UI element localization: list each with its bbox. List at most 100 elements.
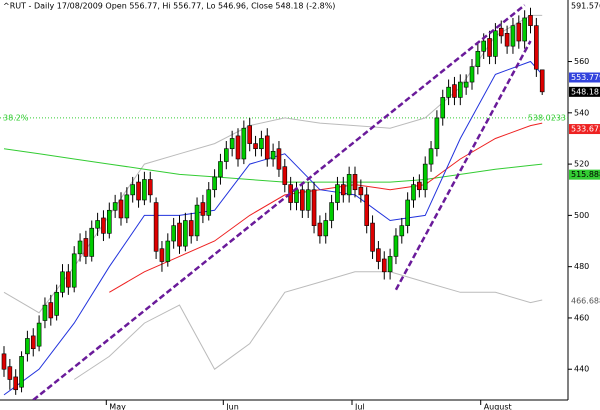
candle-body [487, 38, 492, 57]
price-label-box [569, 72, 600, 83]
candle-body [200, 202, 206, 216]
trendline [394, 40, 532, 291]
x-tick-label: May [109, 403, 126, 410]
y-tick-label: 440 [574, 365, 589, 374]
candle-body [206, 189, 212, 216]
candle-body [352, 174, 358, 191]
candle-body [112, 202, 118, 211]
plot [0, 4, 568, 400]
price-label-box [569, 124, 600, 135]
candle-body [469, 66, 475, 83]
candle-body [142, 179, 147, 201]
candle-body [528, 15, 533, 26]
indicator-line [3, 60, 543, 396]
candle-body [452, 84, 457, 98]
candle-body [229, 138, 235, 150]
candle-body [329, 202, 334, 221]
candle-body [516, 22, 522, 42]
candle-body [136, 181, 141, 201]
candle-body [7, 366, 13, 380]
candle-body [440, 97, 446, 119]
price-label: 466.688 [571, 296, 600, 305]
fib-left-label: 38.2% [3, 113, 29, 122]
candle-body [130, 184, 135, 196]
candle-body [235, 135, 241, 160]
candle-body [399, 225, 405, 237]
candle-body [42, 304, 48, 321]
price-label-box [569, 86, 600, 97]
candle-body [147, 179, 153, 196]
candle-body [534, 25, 539, 70]
candle-body [224, 148, 229, 162]
candle-body [393, 235, 399, 257]
candle-body [77, 240, 83, 255]
candle-body [13, 376, 18, 391]
candle-body [107, 209, 112, 234]
candle-body [19, 356, 24, 388]
candle-body [300, 189, 305, 211]
candle-body [89, 227, 95, 257]
y-tick-label: 520 [574, 160, 589, 169]
candle-body [264, 135, 270, 160]
candle-body [422, 163, 428, 191]
candle-body [183, 220, 188, 247]
candle-body [153, 202, 159, 252]
price-label: 515.888 [571, 170, 600, 179]
candle-body [66, 271, 71, 288]
candle-body [381, 258, 387, 273]
candle-body [446, 86, 451, 98]
candle-body [428, 148, 434, 165]
candle-body [311, 189, 317, 226]
price-label: 553.779 [571, 73, 600, 82]
indicator-line [73, 271, 543, 380]
chart-title: ^RUT - Daily 17/08/2009 Open 556.77, Hi … [3, 2, 335, 11]
candle-body [218, 161, 223, 178]
candle-body [54, 292, 59, 316]
price-label: 533.673 [571, 125, 600, 134]
y-tick-label: 500 [574, 211, 589, 220]
fib-right-label: 538.0233 [528, 113, 566, 122]
price-label: 591.576 [571, 2, 600, 11]
price-label: 548.18 [571, 87, 599, 96]
candle-body [118, 199, 124, 219]
candle-body [71, 253, 77, 288]
candle-body [294, 189, 299, 203]
candle-body [259, 138, 264, 150]
candle-body [30, 335, 36, 350]
candle-body [434, 117, 440, 150]
candle-body [370, 222, 375, 252]
candle-body [101, 217, 106, 234]
candle-body [95, 220, 100, 229]
candle-body [25, 338, 30, 355]
y-tick-label: 480 [574, 262, 589, 271]
candle-body [493, 30, 498, 57]
candle-body [498, 27, 504, 37]
candle-body [159, 248, 165, 262]
candle-body [194, 204, 200, 237]
candle-body [457, 81, 463, 98]
candle-body [83, 238, 89, 257]
candle-body [364, 194, 370, 226]
candle-body [376, 248, 381, 262]
candle-body [165, 240, 171, 262]
candle-body [177, 222, 182, 247]
candle-body [1, 353, 7, 370]
price-label-box [569, 1, 600, 11]
y-tick-label: 560 [574, 57, 589, 66]
candle-body [253, 143, 258, 150]
x-tick-label: Jul [354, 403, 365, 410]
candle-body [171, 225, 176, 242]
price-label-box [569, 169, 600, 180]
candle-body [475, 50, 481, 67]
candle-body [212, 176, 217, 191]
candle-body [241, 127, 247, 160]
candle-body [305, 189, 311, 211]
candle-body [346, 174, 352, 196]
candle-body [188, 220, 194, 237]
candle-body [323, 220, 329, 237]
candle-body [411, 184, 416, 201]
candle-body [539, 69, 545, 93]
price-label-box [569, 295, 600, 306]
